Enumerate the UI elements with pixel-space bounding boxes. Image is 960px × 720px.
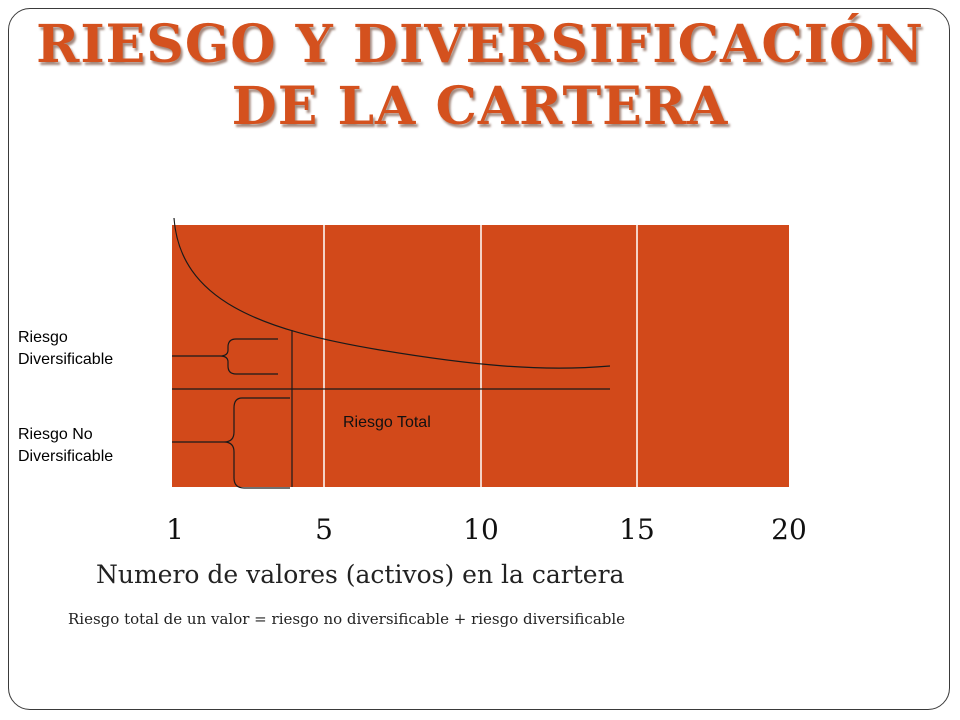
title-line-1: RIESGO Y DIVERSIFICACIÓN — [36, 14, 924, 75]
diversifiable-risk-label: Riesgo Diversificable — [18, 327, 113, 371]
total-risk-curve — [173, 217, 611, 369]
total-risk-label: Riesgo Total — [343, 414, 431, 431]
formula-caption: Riesgo total de un valor = riesgo no div… — [68, 610, 626, 628]
x-tick-label: 15 — [619, 513, 655, 546]
non-diversifiable-label-line-1: Riesgo No — [18, 426, 93, 443]
x-tick-label: 20 — [771, 513, 807, 546]
x-axis-label: Numero de valores (activos) en la carter… — [96, 560, 625, 589]
slide-title: RIESGO Y DIVERSIFICACIÓN DE LA CARTERA — [0, 14, 960, 138]
diversifiable-label-line-2: Diversificable — [18, 351, 114, 368]
diversifiable-brace — [172, 338, 278, 375]
title-line-2: DE LA CARTERA — [231, 76, 729, 137]
x-tick-label: 5 — [315, 513, 333, 546]
x-tick-label: 10 — [463, 513, 499, 546]
non-diversifiable-label-line-2: Diversificable — [18, 448, 114, 465]
x-tick-label: 1 — [166, 513, 184, 546]
diversifiable-label-line-1: Riesgo — [18, 329, 68, 346]
non-diversifiable-risk-label: Riesgo No Diversificable — [18, 424, 113, 468]
non-diversifiable-brace — [172, 397, 290, 489]
